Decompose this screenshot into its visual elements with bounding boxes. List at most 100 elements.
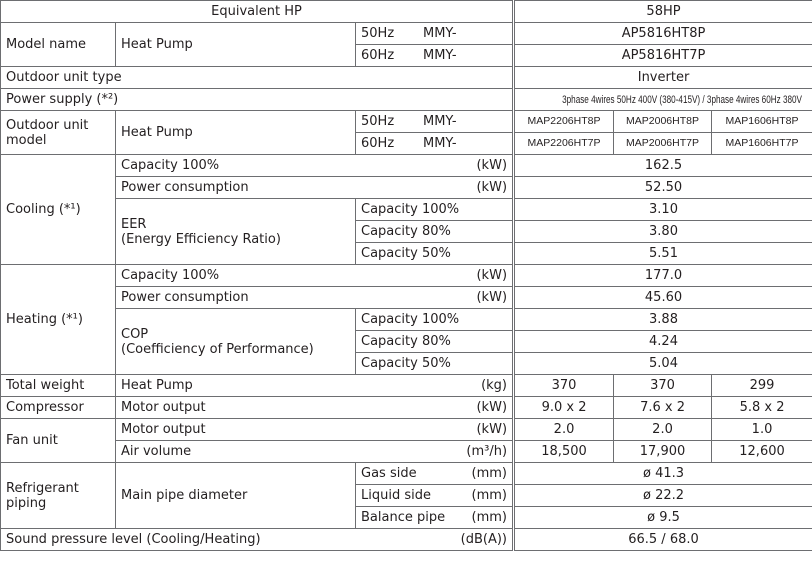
table-row: 60Hz MMY- AP5816HT7P [1, 44, 812, 67]
model-name-label: Model name [0, 22, 116, 67]
cell-content: Liquid side (mm) [361, 488, 507, 503]
outdoor-unit-type-label: Outdoor unit type [0, 66, 515, 89]
cell-content: 60Hz MMY- [361, 48, 507, 63]
cell-content: Balance pipe (mm) [361, 510, 507, 525]
cell-content: Capacity 100% (kW) [121, 268, 507, 283]
power-value: 45.60 [512, 286, 812, 309]
cell-content: Air volume (m³/h) [121, 444, 507, 459]
ratio-label: EER [121, 216, 147, 232]
cell-content: Heat Pump (kg) [121, 378, 507, 393]
rows-item: Motor output [121, 422, 206, 437]
cell-content: Power consumption (kW) [121, 180, 507, 195]
outdoor-unit-type-value: Inverter [512, 66, 812, 89]
rows-value: ø 22.2 [512, 484, 812, 507]
compressor-values: 5.8 x 2 [711, 396, 812, 419]
power-label: Power consumption [121, 180, 249, 195]
table-row: Power consumption (kW) 45.60 [1, 286, 812, 309]
outdoor-unit-model-label: Outdoor unit model [0, 110, 116, 155]
rows-models: MAP2206HT8P [512, 110, 615, 133]
table-row: Balance pipe (mm) ø 9.5 [1, 506, 812, 529]
rows-models: MAP1606HT8P [711, 110, 812, 133]
rows-model: AP5816HT7P [512, 44, 812, 67]
ratio-sub: (Coefficiency of Performance) [121, 341, 314, 357]
rows-item: Air volume [121, 444, 192, 459]
cell: 3phase 4wires 50Hz 400V (380-415V) / 3ph… [512, 88, 812, 111]
table-row: Outdoor unit type Inverter [0, 66, 812, 89]
rows-label: Capacity 50% [354, 352, 515, 375]
header-left: Equivalent HP [0, 0, 515, 23]
rows-unit: (mm) [471, 510, 508, 525]
table-row: Model name Heat Pump 50Hz MMY- AP5816HT8P [0, 22, 812, 67]
rows-models: MAP2006HT7P [613, 132, 713, 155]
rows-values: 1.0 [711, 418, 812, 441]
cell: Balance pipe (mm) [354, 506, 515, 529]
table-row: Refrigerant piping Main pipe diameter Gas… [0, 462, 812, 529]
rows-unit: (m³/h) [466, 444, 508, 459]
table-row: Power supply (*²) 3phase 4wires 50Hz 400V… [0, 88, 812, 111]
rows-prefix: MMY- [423, 136, 457, 151]
rows-side: Gas side [361, 466, 417, 481]
rows-prefix: MMY- [423, 114, 457, 129]
rows-prefix: MMY- [423, 26, 457, 41]
rows-value: 4.24 [512, 330, 812, 353]
rows-value: 5.04 [512, 352, 812, 375]
rows-freq: 60Hz [361, 48, 395, 63]
rows-side: Balance pipe [361, 510, 446, 525]
sound-pressure-value: 66.5 / 68.0 [512, 528, 812, 551]
table-row: Air volume (m³/h) 18,500 17,900 12,600 [1, 440, 812, 463]
cooling-label: Cooling (*¹) [0, 154, 116, 265]
compressor-label: Compressor [0, 396, 116, 419]
cell: Power consumption (kW) [114, 176, 515, 199]
rows-freq: 60Hz [361, 136, 395, 151]
cell: Equivalent HP 58HP Model name Heat Pump 50… [0, 0, 812, 551]
cell: Heat Pump (kg) [114, 374, 515, 397]
ratio-sub: (Energy Efficiency Ratio) [121, 231, 281, 247]
rows-value: 3.88 [512, 308, 812, 331]
table-row: Capacity 50% 5.51 [1, 242, 812, 265]
rows-unit: (mm) [471, 488, 508, 503]
rows-value: ø 41.3 [512, 462, 812, 485]
table-row: COP (Coefficiency of Performance) Capacit… [1, 308, 812, 375]
power-label: Power consumption [121, 290, 249, 305]
spec-table: Equivalent HP 58HP Model name Heat Pump 50… [0, 0, 812, 551]
fan-unit-label: Fan unit [0, 418, 116, 463]
power-value: 52.50 [512, 176, 812, 199]
rows-unit: (mm) [471, 466, 508, 481]
table-row: Liquid side (mm) ø 22.2 [1, 484, 812, 507]
rows-label: Capacity 80% [354, 330, 515, 353]
rows-freq: 50Hz [361, 114, 395, 129]
refrigerant-piping-label: Refrigerant piping [0, 462, 116, 529]
table-row: Sound pressure level (Cooling/Heating) (d… [0, 528, 812, 551]
table-row: Total weight Heat Pump (kg) 370 370 299 [0, 374, 812, 397]
cell: Sound pressure level (Cooling/Heating) (d… [0, 528, 515, 551]
rows-value: 3.80 [512, 220, 812, 243]
rows-values: 2.0 [613, 418, 713, 441]
cell: Liquid side (mm) [354, 484, 515, 507]
cell: Air volume (m³/h) [114, 440, 515, 463]
compressor-unit: (kW) [476, 400, 508, 415]
rows-value: ø 9.5 [512, 506, 812, 529]
cell: 50Hz MMY- [354, 22, 515, 45]
header-right: 58HP [512, 0, 812, 23]
power-supply-label: Power supply (*²) [0, 88, 515, 111]
table-row: Compressor Motor output (kW) 9.0 x 2 7.6 x … [0, 396, 812, 419]
sound-pressure-label: Sound pressure level (Cooling/Heating) [6, 532, 261, 547]
total-weight-unit: (kg) [481, 378, 508, 393]
outdoor-unit-model-unit: Heat Pump [115, 110, 356, 155]
rows-label: Capacity 80% [354, 220, 515, 243]
compressor-values: 9.0 x 2 [512, 396, 615, 419]
rows-label: Capacity 50% [354, 242, 515, 265]
capacity-value: 177.0 [512, 264, 812, 287]
table-row: Equivalent HP 58HP [0, 0, 812, 23]
table-row: Fan unit Motor output (kW) 2.0 2.0 1.0 [0, 418, 812, 463]
table-row: Power consumption (kW) 52.50 [1, 176, 812, 199]
rows-values: 2.0 [512, 418, 615, 441]
cell: 60Hz MMY- [354, 132, 515, 155]
rows-values: 18,500 [512, 440, 615, 463]
cell: 60Hz MMY- [354, 44, 515, 67]
total-weight-item: Heat Pump [121, 378, 193, 393]
compressor-values: 7.6 x 2 [613, 396, 713, 419]
cell-content: Gas side (mm) [361, 466, 507, 481]
cell-content: Capacity 100% (kW) [121, 158, 507, 173]
